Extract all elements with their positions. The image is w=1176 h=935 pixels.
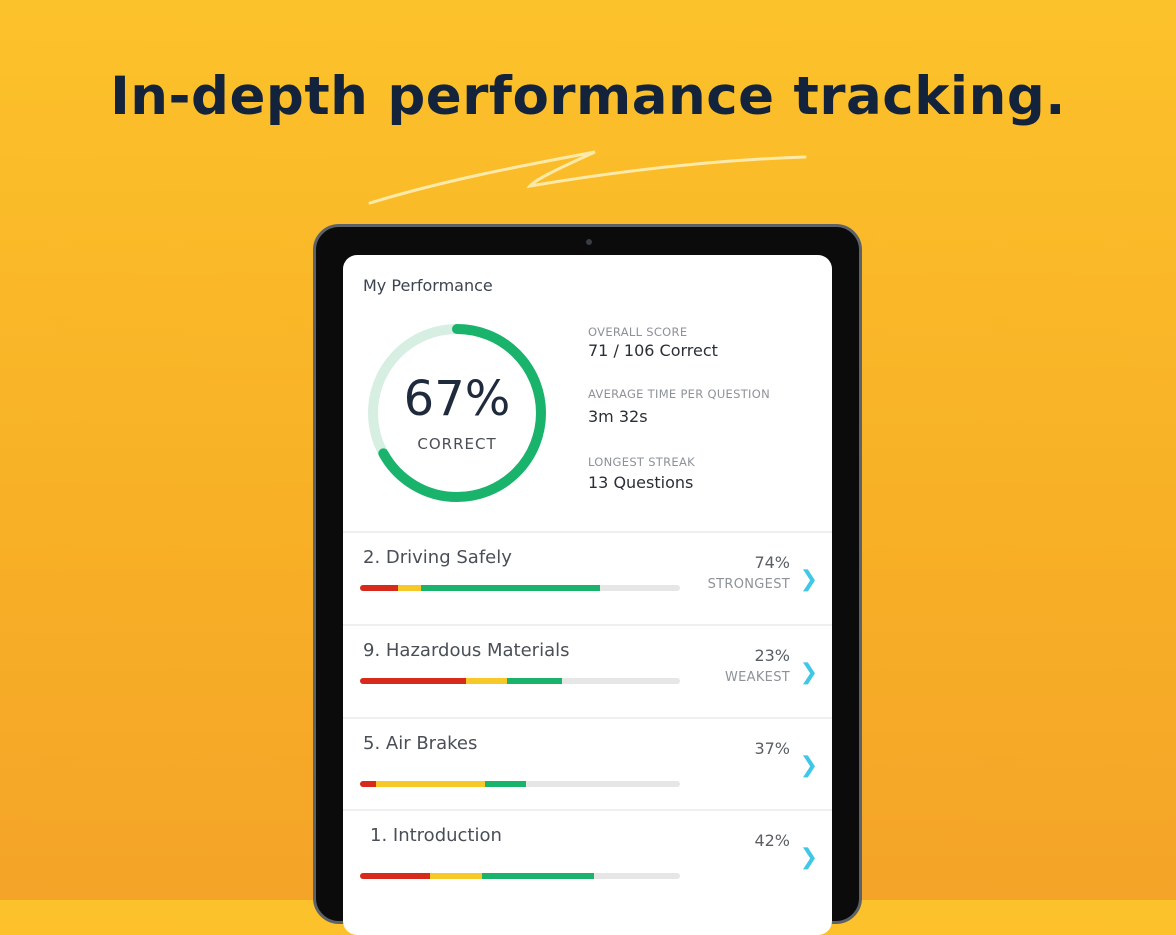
stat-longest-streak: LONGEST STREAK 13 Questions bbox=[588, 455, 695, 492]
score-ring bbox=[368, 324, 546, 502]
topic-progress-bar bbox=[360, 585, 680, 591]
bar-segment-red bbox=[360, 781, 376, 787]
topic-row[interactable]: 1. Introduction 42% ❯ bbox=[343, 809, 832, 902]
stat-value: 71 / 106 Correct bbox=[588, 341, 718, 360]
tablet-frame: My Performance 67% CORRECT OVERALL SCORE… bbox=[313, 224, 862, 935]
topic-name: 2. Driving Safely bbox=[363, 547, 512, 568]
topic-row[interactable]: 2. Driving Safely 74% STRONGEST ❯ bbox=[343, 531, 832, 624]
headline: In-depth performance tracking. bbox=[110, 66, 1066, 127]
screen-title: My Performance bbox=[363, 276, 493, 295]
score-caption: CORRECT bbox=[417, 435, 497, 453]
stat-label: LONGEST STREAK bbox=[588, 455, 695, 469]
bar-segment-green bbox=[484, 781, 527, 787]
bar-segment-red bbox=[360, 678, 466, 684]
bar-segment-green bbox=[420, 585, 600, 591]
bar-segment-red bbox=[360, 873, 431, 879]
bar-segment-green bbox=[481, 873, 594, 879]
topic-progress-bar bbox=[360, 678, 680, 684]
topic-percent: 23% bbox=[754, 646, 790, 665]
topic-progress-bar bbox=[360, 781, 680, 787]
stat-label: AVERAGE TIME PER QUESTION bbox=[588, 387, 770, 401]
camera-icon bbox=[586, 239, 592, 245]
score-ring-progress bbox=[368, 324, 546, 502]
topic-tag: WEAKEST bbox=[725, 670, 790, 685]
performance-screen: My Performance 67% CORRECT OVERALL SCORE… bbox=[343, 255, 832, 935]
topic-percent: 74% bbox=[754, 553, 790, 572]
chevron-right-icon[interactable]: ❯ bbox=[799, 845, 818, 870]
chevron-right-icon[interactable]: ❯ bbox=[799, 660, 818, 685]
score-percent: 67% bbox=[403, 371, 511, 427]
bar-segment-yellow bbox=[430, 873, 482, 879]
stat-value: 13 Questions bbox=[588, 473, 694, 492]
bar-segment-yellow bbox=[465, 678, 508, 684]
topic-name: 1. Introduction bbox=[370, 825, 502, 846]
topic-percent: 37% bbox=[754, 739, 790, 758]
topic-percent: 42% bbox=[754, 831, 790, 850]
topic-name: 5. Air Brakes bbox=[363, 733, 478, 754]
stat-label: OVERALL SCORE bbox=[588, 325, 688, 339]
chevron-right-icon[interactable]: ❯ bbox=[799, 753, 818, 778]
bar-segment-red bbox=[360, 585, 399, 591]
topic-tag: STRONGEST bbox=[707, 577, 790, 592]
squiggle-decoration bbox=[368, 150, 807, 205]
stat-average-time: AVERAGE TIME PER QUESTION 3m 32s bbox=[588, 387, 770, 426]
stat-overall-score: OVERALL SCORE 71 / 106 Correct bbox=[588, 325, 718, 360]
stat-value: 3m 32s bbox=[588, 407, 648, 426]
bar-segment-yellow bbox=[398, 585, 421, 591]
topic-name: 9. Hazardous Materials bbox=[363, 640, 570, 661]
bar-segment-yellow bbox=[376, 781, 485, 787]
bar-segment-green bbox=[507, 678, 562, 684]
topic-row[interactable]: 9. Hazardous Materials 23% WEAKEST ❯ bbox=[343, 624, 832, 717]
topic-row[interactable]: 5. Air Brakes 37% ❯ bbox=[343, 717, 832, 810]
topic-progress-bar bbox=[360, 873, 680, 879]
chevron-right-icon[interactable]: ❯ bbox=[799, 567, 818, 592]
